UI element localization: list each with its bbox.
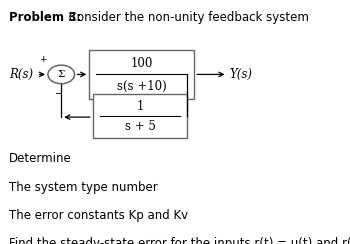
Text: Σ: Σ [57,70,65,79]
Bar [93,94,187,138]
Text: +: + [39,55,47,64]
Text: Problem 3:: Problem 3: [9,11,81,24]
Text: −: − [55,89,64,99]
Text: Y(s): Y(s) [229,68,252,81]
Text: The system type number: The system type number [9,181,158,193]
Text: R(s): R(s) [9,68,33,81]
Bar [89,50,194,99]
Text: 100: 100 [131,57,153,70]
Text: Determine: Determine [9,152,71,165]
Text: s + 5: s + 5 [125,120,155,133]
Text: 1: 1 [136,100,144,113]
Text: The error constants Kp and Kv: The error constants Kp and Kv [9,209,188,222]
Text: Consider the non-unity feedback system: Consider the non-unity feedback system [65,11,309,24]
Text: Find the steady-state error for the inputs r(t) = u(t) and r(t) = t u(t): Find the steady-state error for the inpu… [9,237,350,244]
Text: s(s +10): s(s +10) [117,80,167,93]
